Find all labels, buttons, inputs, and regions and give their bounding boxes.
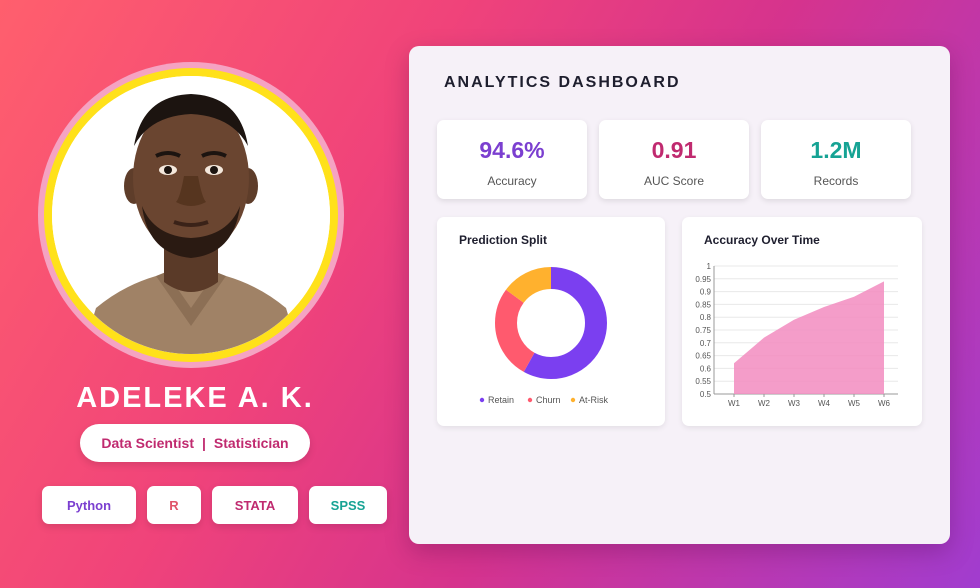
profile-photo xyxy=(52,76,330,354)
x-tick-label: W5 xyxy=(848,399,861,408)
y-tick-label: 0.6 xyxy=(700,364,712,373)
kpi-label: Records xyxy=(813,174,859,188)
avatar-illustration xyxy=(52,76,330,354)
prediction-split-card: Retain Churn At-Risk Prediction Split xyxy=(437,217,665,426)
dashboard-title: ANALYTICS DASHBOARD xyxy=(444,74,681,91)
legend-marker xyxy=(570,397,576,403)
y-tick-label: 0.85 xyxy=(695,300,711,309)
y-tick-label: 0.55 xyxy=(695,377,711,386)
kpi-card-records: 1.2M Records xyxy=(761,120,911,199)
donut-chart: Retain Churn At-Risk xyxy=(479,267,608,405)
skill-stata: STATA xyxy=(212,486,298,524)
x-tick-label: W3 xyxy=(788,399,801,408)
kpi-label: AUC Score xyxy=(643,174,705,188)
kpi-card-accuracy: 94.6% Accuracy xyxy=(437,120,587,199)
kpi-value: 0.91 xyxy=(651,137,697,163)
area-chart: 0.5 0.55 0.6 0.65 0.7 0.75 0.8 0.85 0.9 0.95 1 W1 W2… xyxy=(695,262,898,408)
y-tick-label: 1 xyxy=(707,262,712,271)
chart-title: Prediction Split xyxy=(459,233,548,247)
role-separator: | xyxy=(201,435,206,451)
role-badge: Data Scientist | Statistician xyxy=(80,424,310,462)
profile-photo-border xyxy=(44,68,338,362)
donut-slice-at-risk xyxy=(495,267,607,379)
y-tick-label: 0.9 xyxy=(700,288,712,297)
kpi-value: 1.2M xyxy=(810,137,862,163)
skill-spss: SPSS xyxy=(309,486,387,524)
skill-label: R xyxy=(169,497,179,513)
legend-marker xyxy=(527,397,533,403)
legend-label: Retain xyxy=(488,395,514,405)
area-series xyxy=(734,281,884,394)
y-tick-label: 0.65 xyxy=(695,352,711,361)
x-tick-label: W2 xyxy=(758,399,771,408)
kpi-label: Accuracy xyxy=(487,174,537,188)
skill-label: STATA xyxy=(234,497,276,513)
y-tick-label: 0.75 xyxy=(695,326,711,335)
kpi-value: 94.6% xyxy=(479,137,545,163)
legend-marker xyxy=(479,397,485,403)
x-tick-label: W1 xyxy=(728,399,741,408)
role-primary: Data Scientist xyxy=(101,435,194,451)
legend-label: At-Risk xyxy=(579,395,608,405)
donut-slice-churn xyxy=(495,267,607,379)
role-secondary: Statistician xyxy=(213,435,289,451)
skill-python: Python xyxy=(42,486,136,524)
chart-title: Accuracy Over Time xyxy=(704,233,820,247)
y-tick-label: 0.5 xyxy=(700,390,712,399)
profile-name: ADELEKE A. K. xyxy=(76,382,314,414)
x-tick-label: W4 xyxy=(818,399,831,408)
skill-label: SPSS xyxy=(330,497,366,513)
kpi-card-auc: 0.91 AUC Score xyxy=(599,120,749,199)
legend-label: Churn xyxy=(536,395,561,405)
x-tick-label: W6 xyxy=(878,399,891,408)
y-tick-label: 0.8 xyxy=(700,313,712,322)
analytics-dashboard: ANALYTICS DASHBOARD 94.6% Accuracy 0.91 … xyxy=(409,46,950,544)
y-tick-label: 0.7 xyxy=(700,339,712,348)
profile-photo-ring xyxy=(38,62,344,368)
skill-label: Python xyxy=(66,497,112,513)
y-tick-label: 0.95 xyxy=(695,275,711,284)
skill-r: R xyxy=(147,486,201,524)
accuracy-over-time-card: 0.5 0.55 0.6 0.65 0.7 0.75 0.8 0.85 0.9 0.95 1 W1 W2… xyxy=(682,217,922,426)
